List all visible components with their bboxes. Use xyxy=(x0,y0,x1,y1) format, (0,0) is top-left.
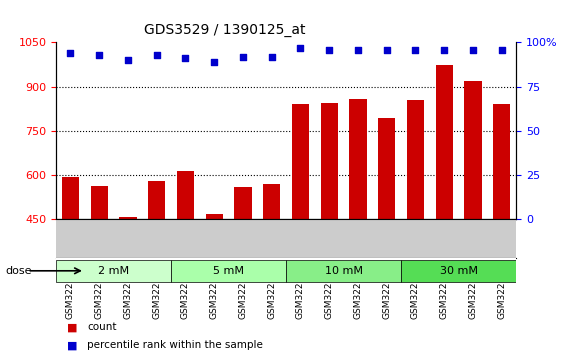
Text: 2 mM: 2 mM xyxy=(98,266,129,276)
Bar xyxy=(205,214,223,352)
Text: dose: dose xyxy=(6,266,32,276)
Bar xyxy=(234,187,251,352)
FancyBboxPatch shape xyxy=(171,260,286,282)
Point xyxy=(440,47,449,52)
Point xyxy=(95,52,104,58)
Bar xyxy=(378,118,396,352)
FancyBboxPatch shape xyxy=(401,260,516,282)
Point xyxy=(382,47,391,52)
Text: 5 mM: 5 mM xyxy=(213,266,244,276)
Point xyxy=(210,59,219,65)
Bar xyxy=(119,217,136,352)
Bar xyxy=(62,177,79,352)
Point xyxy=(411,47,420,52)
Point xyxy=(353,47,362,52)
Bar xyxy=(465,81,481,352)
Point xyxy=(181,56,190,61)
Bar xyxy=(90,187,108,352)
Bar xyxy=(350,99,366,352)
Point xyxy=(296,45,305,51)
Text: GDS3529 / 1390125_at: GDS3529 / 1390125_at xyxy=(144,23,305,37)
Bar xyxy=(148,181,165,352)
Point xyxy=(325,47,334,52)
Text: percentile rank within the sample: percentile rank within the sample xyxy=(87,340,263,350)
Bar xyxy=(263,184,280,352)
Text: ■: ■ xyxy=(67,340,78,350)
Point xyxy=(267,54,276,59)
Bar xyxy=(320,103,338,352)
Point xyxy=(123,57,132,63)
Bar xyxy=(177,171,194,352)
Bar xyxy=(407,100,424,352)
Text: ■: ■ xyxy=(67,322,78,332)
Point xyxy=(468,47,477,52)
Bar xyxy=(493,104,511,352)
Bar xyxy=(292,104,309,352)
Text: 10 mM: 10 mM xyxy=(325,266,362,276)
Point xyxy=(66,50,75,56)
Bar xyxy=(435,64,453,352)
Text: count: count xyxy=(87,322,117,332)
Text: 30 mM: 30 mM xyxy=(440,266,477,276)
FancyBboxPatch shape xyxy=(56,260,171,282)
FancyBboxPatch shape xyxy=(286,260,401,282)
Point xyxy=(238,54,247,59)
Point xyxy=(497,47,506,52)
Point xyxy=(152,52,161,58)
